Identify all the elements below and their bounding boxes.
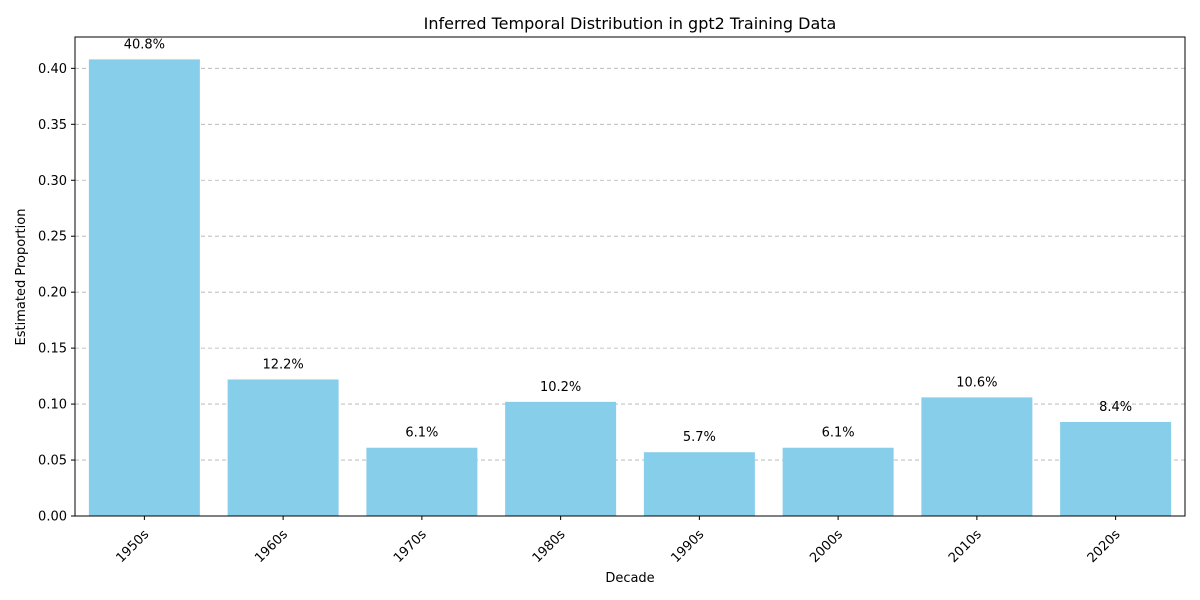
data-label-2010s: 10.6%	[956, 375, 997, 390]
plot-frame	[74, 36, 1186, 517]
y-axis-label: Estimated Proportion	[14, 209, 29, 346]
x-axis-label: Decade	[605, 571, 654, 586]
y-tick-label: 0.15	[38, 342, 67, 357]
x-tick-label: 1970s	[391, 527, 430, 566]
y-tick-label: 0.05	[38, 454, 67, 469]
data-label-1990s: 5.7%	[683, 430, 716, 445]
data-label-1970s: 6.1%	[405, 426, 438, 441]
x-tick-label: 1960s	[252, 527, 291, 566]
x-tick-label: 1990s	[668, 527, 707, 566]
y-axis: 0.00 0.05 0.10 0.15 0.20 0.25 0.30 0.35 0.40	[38, 62, 75, 525]
data-label-1960s: 12.2%	[262, 357, 303, 372]
y-tick-label: 0.35	[38, 118, 67, 133]
data-label-1980s: 10.2%	[540, 380, 581, 395]
bar-1970s	[366, 447, 478, 516]
bar-1980s	[505, 401, 617, 516]
x-tick-label: 2020s	[1085, 527, 1124, 566]
x-tick-label: 1980s	[530, 527, 569, 566]
bar-2010s	[921, 397, 1033, 516]
bar-layer	[88, 59, 1172, 516]
y-tick-label: 0.40	[38, 62, 67, 77]
bar-1950s	[88, 59, 200, 516]
x-tick-label: 2000s	[807, 527, 846, 566]
data-label-2020s: 8.4%	[1099, 400, 1132, 415]
x-tick-label: 2010s	[946, 527, 985, 566]
x-axis: 1950s 1960s 1970s 1980s 1990s 2000s 2010s 2020s	[113, 516, 1124, 566]
y-tick-label: 0.00	[38, 510, 67, 525]
x-tick-label: 1950s	[113, 527, 152, 566]
bar-2020s	[1060, 421, 1172, 516]
y-tick-label: 0.30	[38, 174, 67, 189]
y-tick-label: 0.25	[38, 230, 67, 245]
data-label-1950s: 40.8%	[124, 37, 165, 52]
data-label-layer: 40.8% 12.2% 6.1% 10.2% 5.7% 6.1% 10.6% 8.4%	[124, 37, 1132, 445]
data-label-2000s: 6.1%	[822, 426, 855, 441]
bar-1960s	[227, 379, 339, 516]
bar-1990s	[643, 452, 755, 516]
bar-2000s	[782, 447, 894, 516]
y-tick-label: 0.10	[38, 398, 67, 413]
y-tick-label: 0.20	[38, 286, 67, 301]
chart-title: Inferred Temporal Distribution in gpt2 T…	[424, 14, 837, 33]
